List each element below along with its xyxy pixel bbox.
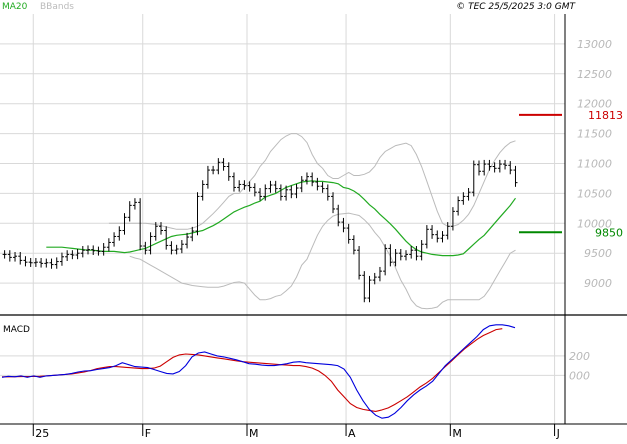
y-tick-label: 11500	[577, 128, 612, 141]
y-tick-label: 11000	[577, 158, 612, 171]
y-tick-label: 12000	[577, 98, 612, 111]
support-level-label: 9850	[595, 226, 623, 239]
y-tick-label: 12500	[577, 68, 612, 81]
signal-series	[2, 328, 503, 412]
macd-title: MACD	[3, 325, 30, 335]
x-tick-label: F	[145, 427, 151, 440]
lower-band-line	[129, 212, 516, 310]
macd-tick-label: 000	[569, 369, 590, 382]
price-levels: 11813 9850	[519, 109, 623, 239]
macd-lines	[1, 324, 516, 419]
grid	[0, 14, 565, 424]
y-tick-label: 10500	[577, 187, 612, 200]
y-tick-label: 9500	[584, 247, 612, 260]
macd-tick-label: 200	[569, 350, 590, 363]
x-tick-label: J	[556, 427, 560, 440]
legend-ma20: MA20	[2, 2, 28, 12]
x-tick-label: M	[452, 427, 462, 440]
copyright-timestamp: © TEC 25/5/2025 3:0 GMT	[456, 2, 576, 12]
resistance-level-label: 11813	[588, 109, 623, 122]
x-tick-label: M	[249, 427, 259, 440]
x-tick-label: 25	[35, 427, 49, 440]
y-tick-label: 9000	[584, 277, 612, 290]
price-bars	[2, 158, 518, 303]
y-tick-label: 13000	[577, 38, 612, 51]
macd-series	[1, 324, 516, 419]
x-tick-label: A	[348, 427, 356, 440]
axes: 13000 12500 12000 11500 11000 10500 10000 9500 9…	[0, 14, 627, 440]
bollinger-bands	[108, 133, 516, 310]
y-tick-label: 10000	[577, 217, 612, 230]
legend-bbands: BBands	[40, 2, 74, 12]
